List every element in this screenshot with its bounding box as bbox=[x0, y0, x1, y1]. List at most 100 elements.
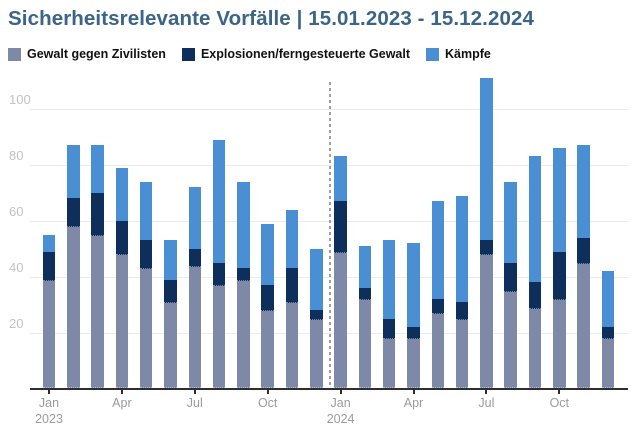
bar-mar-2023[interactable] bbox=[91, 145, 104, 388]
bar-aug-2024[interactable] bbox=[504, 181, 517, 388]
bar-segment-zivilisten bbox=[455, 319, 469, 388]
bar-jul-2023[interactable] bbox=[188, 187, 202, 388]
bar-segment-kaempfe bbox=[261, 223, 274, 286]
bar-segment-zivilisten bbox=[528, 308, 542, 388]
bar-feb-2024[interactable] bbox=[358, 246, 372, 388]
bar-segment-explosionen bbox=[310, 310, 323, 320]
bar-segment-explosionen bbox=[553, 251, 566, 301]
legend-item-zivilisten: Gewalt gegen Zivilisten bbox=[8, 47, 166, 61]
bar-segment-explosionen bbox=[528, 282, 542, 309]
legend-label: Explosionen/ferngesteuerte Gewalt bbox=[200, 47, 411, 61]
bar-segment-zivilisten bbox=[553, 300, 566, 388]
bar-may-2023[interactable] bbox=[139, 181, 153, 388]
bar-dec-2024[interactable] bbox=[601, 271, 615, 388]
bar-segment-explosionen bbox=[67, 198, 80, 228]
bar-segment-zivilisten bbox=[407, 339, 420, 388]
bar-jun-2024[interactable] bbox=[455, 195, 469, 388]
bar-nov-2024[interactable] bbox=[577, 145, 590, 388]
bar-segment-kaempfe bbox=[504, 181, 517, 263]
bar-segment-kaempfe bbox=[480, 78, 493, 241]
bar-apr-2023[interactable] bbox=[115, 167, 129, 388]
bar-segment-zivilisten bbox=[431, 314, 445, 388]
bar-segment-zivilisten bbox=[285, 303, 299, 388]
y-axis-label-60: 60 bbox=[9, 204, 24, 219]
bar-segment-explosionen bbox=[431, 299, 445, 315]
bar-aug-2023[interactable] bbox=[212, 139, 226, 388]
bar-segment-kaempfe bbox=[431, 201, 445, 300]
bar-segment-kaempfe bbox=[528, 156, 542, 283]
page-title: Sicherheitsrelevante Vorfälle | 15.01.20… bbox=[8, 7, 534, 30]
bar-segment-kaempfe bbox=[553, 148, 566, 252]
x-axis: Jan 2023 Apr Jul Oct Jan 2024 Apr Jul Oct bbox=[0, 392, 640, 446]
bar-apr-2024[interactable] bbox=[407, 243, 420, 388]
bar-nov-2023[interactable] bbox=[285, 209, 299, 388]
x-tick-label-Apr: Apr bbox=[403, 396, 424, 410]
bar-segment-explosionen bbox=[188, 248, 202, 267]
bar-segment-zivilisten bbox=[334, 252, 347, 388]
bar-segment-kaempfe bbox=[115, 167, 129, 221]
bar-may-2024[interactable] bbox=[431, 201, 445, 388]
plot-area: 20 40 60 80 100 bbox=[0, 78, 640, 394]
bar-segment-kaempfe bbox=[601, 271, 615, 328]
bar-oct-2024[interactable] bbox=[553, 148, 566, 388]
bar-segment-explosionen bbox=[164, 279, 177, 303]
gridline-20 bbox=[30, 333, 628, 334]
bar-segment-explosionen bbox=[91, 192, 104, 236]
bar-sep-2023[interactable] bbox=[237, 181, 250, 388]
bar-segment-explosionen bbox=[601, 327, 615, 340]
bar-segment-explosionen bbox=[480, 240, 493, 256]
legend-label: Gewalt gegen Zivilisten bbox=[27, 47, 166, 61]
bar-segment-kaempfe bbox=[577, 145, 590, 238]
y-axis-label-40: 40 bbox=[9, 260, 24, 275]
bar-segment-zivilisten bbox=[139, 269, 153, 388]
gridline-80 bbox=[30, 165, 628, 166]
x-tick-label-Jul: Jul bbox=[478, 396, 495, 410]
bar-segment-zivilisten bbox=[212, 286, 226, 388]
axis-tick bbox=[48, 390, 50, 394]
bar-dec-2023[interactable] bbox=[310, 248, 323, 388]
x-tick-label-Oct: Oct bbox=[549, 396, 570, 410]
legend-swatch-zivilisten bbox=[8, 47, 21, 61]
bar-oct-2023[interactable] bbox=[261, 223, 274, 388]
year-label: 2023 bbox=[35, 412, 63, 426]
bar-segment-zivilisten bbox=[115, 255, 129, 388]
bar-jun-2023[interactable] bbox=[164, 240, 177, 388]
bar-sep-2024[interactable] bbox=[528, 156, 542, 388]
gridline-100 bbox=[30, 109, 628, 110]
bar-segment-explosionen bbox=[261, 285, 274, 312]
bar-jan-2023[interactable] bbox=[42, 234, 56, 388]
bar-segment-kaempfe bbox=[334, 156, 347, 202]
bar-segment-zivilisten bbox=[310, 319, 323, 388]
y-axis-label-100: 100 bbox=[9, 92, 31, 107]
bar-segment-zivilisten bbox=[601, 339, 615, 388]
axis-tick bbox=[485, 390, 488, 394]
bar-segment-kaempfe bbox=[164, 240, 177, 280]
bar-segment-kaempfe bbox=[42, 234, 56, 252]
legend-label: Kämpfe bbox=[445, 47, 491, 61]
bar-feb-2023[interactable] bbox=[67, 145, 80, 388]
bar-segment-kaempfe bbox=[237, 181, 250, 269]
axis-tick bbox=[558, 390, 561, 394]
bar-segment-explosionen bbox=[407, 327, 420, 340]
bar-jul-2024[interactable] bbox=[480, 78, 493, 388]
bar-segment-zivilisten bbox=[67, 227, 80, 388]
bar-segment-kaempfe bbox=[188, 187, 202, 249]
bar-segment-zivilisten bbox=[577, 263, 590, 388]
bar-segment-explosionen bbox=[358, 288, 372, 301]
bar-segment-kaempfe bbox=[139, 181, 153, 241]
bar-segment-explosionen bbox=[42, 251, 56, 281]
bar-mar-2024[interactable] bbox=[382, 240, 396, 388]
y-axis-label-20: 20 bbox=[9, 316, 24, 331]
x-axis-line bbox=[30, 388, 628, 390]
bar-segment-explosionen bbox=[504, 262, 517, 292]
legend: Gewalt gegen Zivilisten Explosionen/ferng… bbox=[8, 47, 491, 61]
bar-jan-2024[interactable] bbox=[334, 156, 347, 388]
bar-segment-zivilisten bbox=[188, 266, 202, 388]
bar-segment-explosionen bbox=[334, 201, 347, 253]
axis-tick bbox=[193, 390, 196, 394]
bar-segment-explosionen bbox=[382, 318, 396, 340]
bar-segment-zivilisten bbox=[91, 235, 104, 388]
year-separator-line bbox=[329, 82, 332, 388]
bar-segment-kaempfe bbox=[407, 243, 420, 328]
